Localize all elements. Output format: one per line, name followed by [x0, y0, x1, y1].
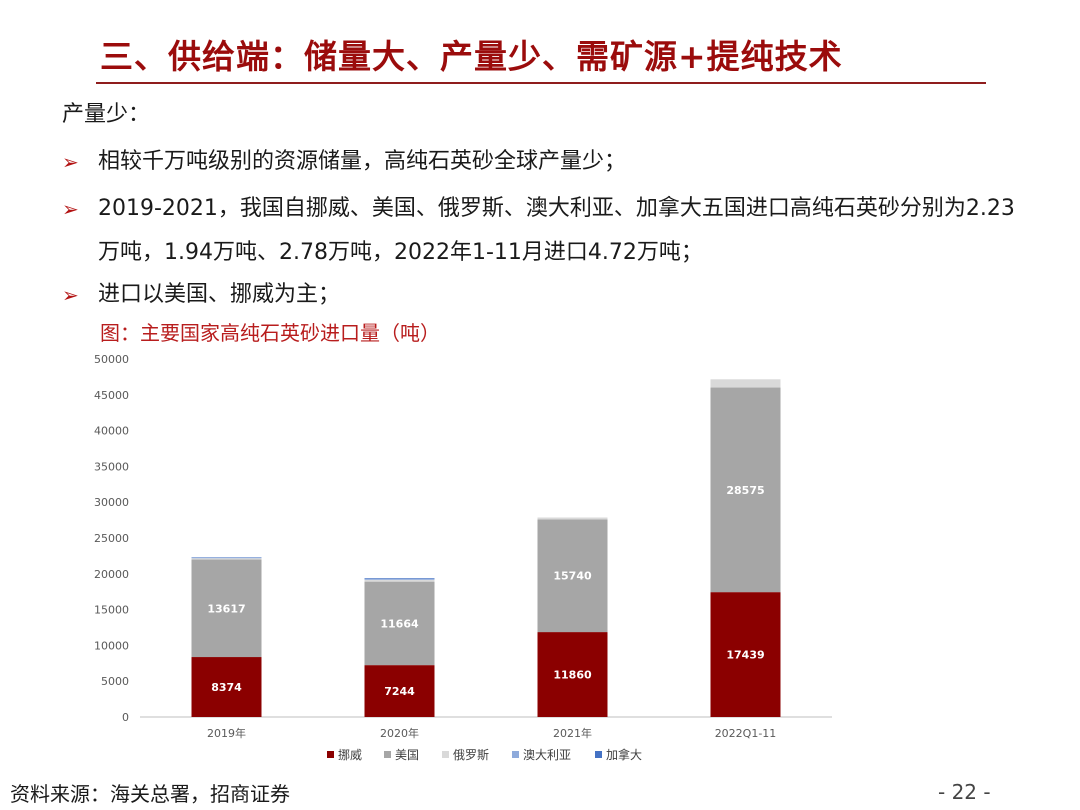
bullet-text: 进口以美国、挪威为主；	[98, 282, 341, 307]
bar-segment	[191, 559, 262, 658]
y-tick-label: 0	[122, 711, 129, 724]
legend-label: 加拿大	[606, 747, 642, 762]
bar-segment	[710, 379, 781, 388]
legend-swatch	[512, 751, 519, 758]
legend-label: 俄罗斯	[453, 748, 489, 762]
bar-segment	[364, 578, 435, 579]
y-tick-label: 10000	[94, 639, 129, 652]
legend-label: 澳大利亚	[523, 748, 571, 762]
page-number: - 22 -	[938, 780, 991, 804]
legend-label: 美国	[395, 748, 419, 762]
legend-swatch	[327, 751, 334, 758]
bar-segment	[537, 517, 608, 520]
bar-segment	[364, 665, 435, 717]
bar-segment	[537, 632, 608, 717]
section-subtitle: 产量少：	[62, 102, 151, 127]
y-tick-label: 5000	[101, 675, 129, 688]
y-tick-label: 50000	[94, 353, 129, 366]
source-note: 资料来源：海关总署，招商证券	[10, 782, 290, 806]
y-tick-label: 40000	[94, 425, 129, 438]
y-tick-label: 35000	[94, 460, 129, 473]
y-tick-label: 25000	[94, 532, 129, 545]
bar-segment	[364, 579, 435, 582]
x-tick-label: 2019年	[207, 726, 246, 740]
data-label: 13617	[207, 602, 245, 615]
bar-segment	[191, 557, 262, 559]
bullet-item: ➢ 进口以美国、挪威为主；	[62, 273, 1022, 317]
bar-segment	[191, 657, 262, 717]
data-label: 28575	[726, 484, 764, 497]
bar-segment	[364, 581, 435, 666]
data-label: 17439	[726, 649, 764, 662]
legend-swatch	[442, 751, 449, 758]
arrow-right-icon: ➢	[62, 283, 79, 307]
bar-segment	[191, 557, 262, 558]
figure-caption: 图：主要国家高纯石英砂进口量（吨）	[100, 321, 440, 345]
y-tick-label: 15000	[94, 604, 129, 617]
bar-segment	[364, 578, 435, 580]
data-label: 11664	[380, 617, 419, 630]
y-tick-label: 45000	[94, 389, 129, 402]
legend-label: 挪威	[338, 748, 362, 762]
x-tick-label: 2021年	[553, 726, 592, 740]
bar-segment	[710, 592, 781, 717]
legend-swatch	[595, 751, 602, 758]
data-label: 11860	[553, 669, 592, 682]
bullet-item: ➢ 2019-2021，我国自挪威、美国、俄罗斯、澳大利亚、加拿大五国进口高纯石…	[62, 187, 1022, 275]
y-tick-label: 30000	[94, 496, 129, 509]
title-divider	[96, 82, 986, 84]
arrow-right-icon: ➢	[62, 197, 79, 221]
data-label: 8374	[211, 681, 242, 694]
bullet-text: 相较千万吨级别的资源储量，高纯石英砂全球产量少；	[98, 149, 627, 174]
bullet-item: ➢ 相较千万吨级别的资源储量，高纯石英砂全球产量少；	[62, 140, 1022, 184]
bar-segment	[710, 387, 781, 593]
bullet-text: 2019-2021，我国自挪威、美国、俄罗斯、澳大利亚、加拿大五国进口高纯石英砂…	[98, 196, 1015, 265]
legend-swatch	[384, 751, 391, 758]
arrow-right-icon: ➢	[62, 150, 79, 174]
slide-title: 三、供给端：储量大、产量少、需矿源+提纯技术	[100, 37, 843, 76]
y-tick-label: 20000	[94, 568, 129, 581]
data-label: 7244	[384, 685, 415, 698]
bar-segment	[191, 558, 262, 560]
data-label: 15740	[553, 570, 592, 583]
x-tick-label: 2022Q1-11	[715, 727, 777, 740]
x-tick-label: 2020年	[380, 726, 419, 740]
bar-segment	[537, 519, 608, 633]
